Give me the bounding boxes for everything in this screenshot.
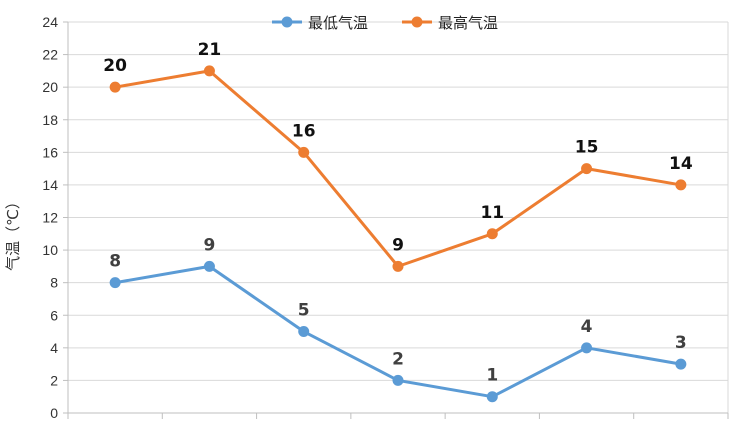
data-point	[392, 260, 404, 272]
legend-label: 最低气温	[308, 14, 368, 32]
data-label: 15	[575, 138, 599, 158]
data-point	[675, 179, 687, 191]
data-label: 5	[298, 301, 310, 321]
legend-item: 最低气温	[272, 14, 368, 32]
data-label: 9	[204, 235, 216, 255]
data-label: 8	[109, 252, 121, 272]
y-tick-label: 18	[42, 112, 58, 128]
y-tick-label: 10	[42, 242, 58, 258]
data-label: 20	[103, 56, 127, 76]
data-point	[109, 277, 121, 289]
legend-swatch-marker	[411, 16, 423, 28]
data-label: 14	[669, 154, 693, 174]
y-tick-label: 12	[42, 210, 58, 226]
y-tick-label: 20	[42, 79, 58, 95]
data-point	[392, 374, 404, 386]
data-point	[203, 260, 215, 272]
y-tick-label: 14	[42, 177, 58, 193]
y-tick-label: 24	[42, 14, 58, 30]
data-point	[203, 65, 215, 77]
y-axis-label: 气温（℃）	[4, 194, 22, 271]
data-point	[109, 81, 121, 93]
data-point	[581, 342, 593, 354]
data-label: 21	[198, 40, 222, 60]
series-group	[109, 65, 687, 403]
gridlines	[68, 21, 729, 413]
y-tick-label: 4	[50, 340, 58, 356]
data-label: 16	[292, 121, 316, 141]
data-label: 9	[392, 235, 404, 255]
data-label: 3	[675, 333, 687, 353]
data-label: 4	[581, 317, 593, 337]
data-label: 2	[392, 349, 404, 369]
data-point	[581, 163, 593, 175]
y-tick-label: 0	[50, 405, 58, 421]
data-label: 1	[486, 366, 498, 386]
y-tick-label: 6	[50, 307, 58, 323]
data-point	[486, 228, 498, 240]
legend: 最低气温 最高气温	[272, 14, 498, 32]
data-point	[298, 146, 310, 158]
y-tick-label: 16	[42, 144, 58, 160]
data-point	[675, 358, 687, 370]
legend-label: 最高气温	[438, 14, 498, 32]
legend-swatch-marker	[281, 16, 293, 28]
data-point	[486, 391, 498, 403]
y-tick-label: 8	[50, 275, 58, 291]
legend-item: 最高气温	[402, 14, 498, 32]
y-tick-label: 2	[50, 372, 58, 388]
y-tick-label: 22	[42, 47, 58, 63]
data-label: 11	[480, 203, 504, 223]
data-point	[298, 326, 310, 338]
